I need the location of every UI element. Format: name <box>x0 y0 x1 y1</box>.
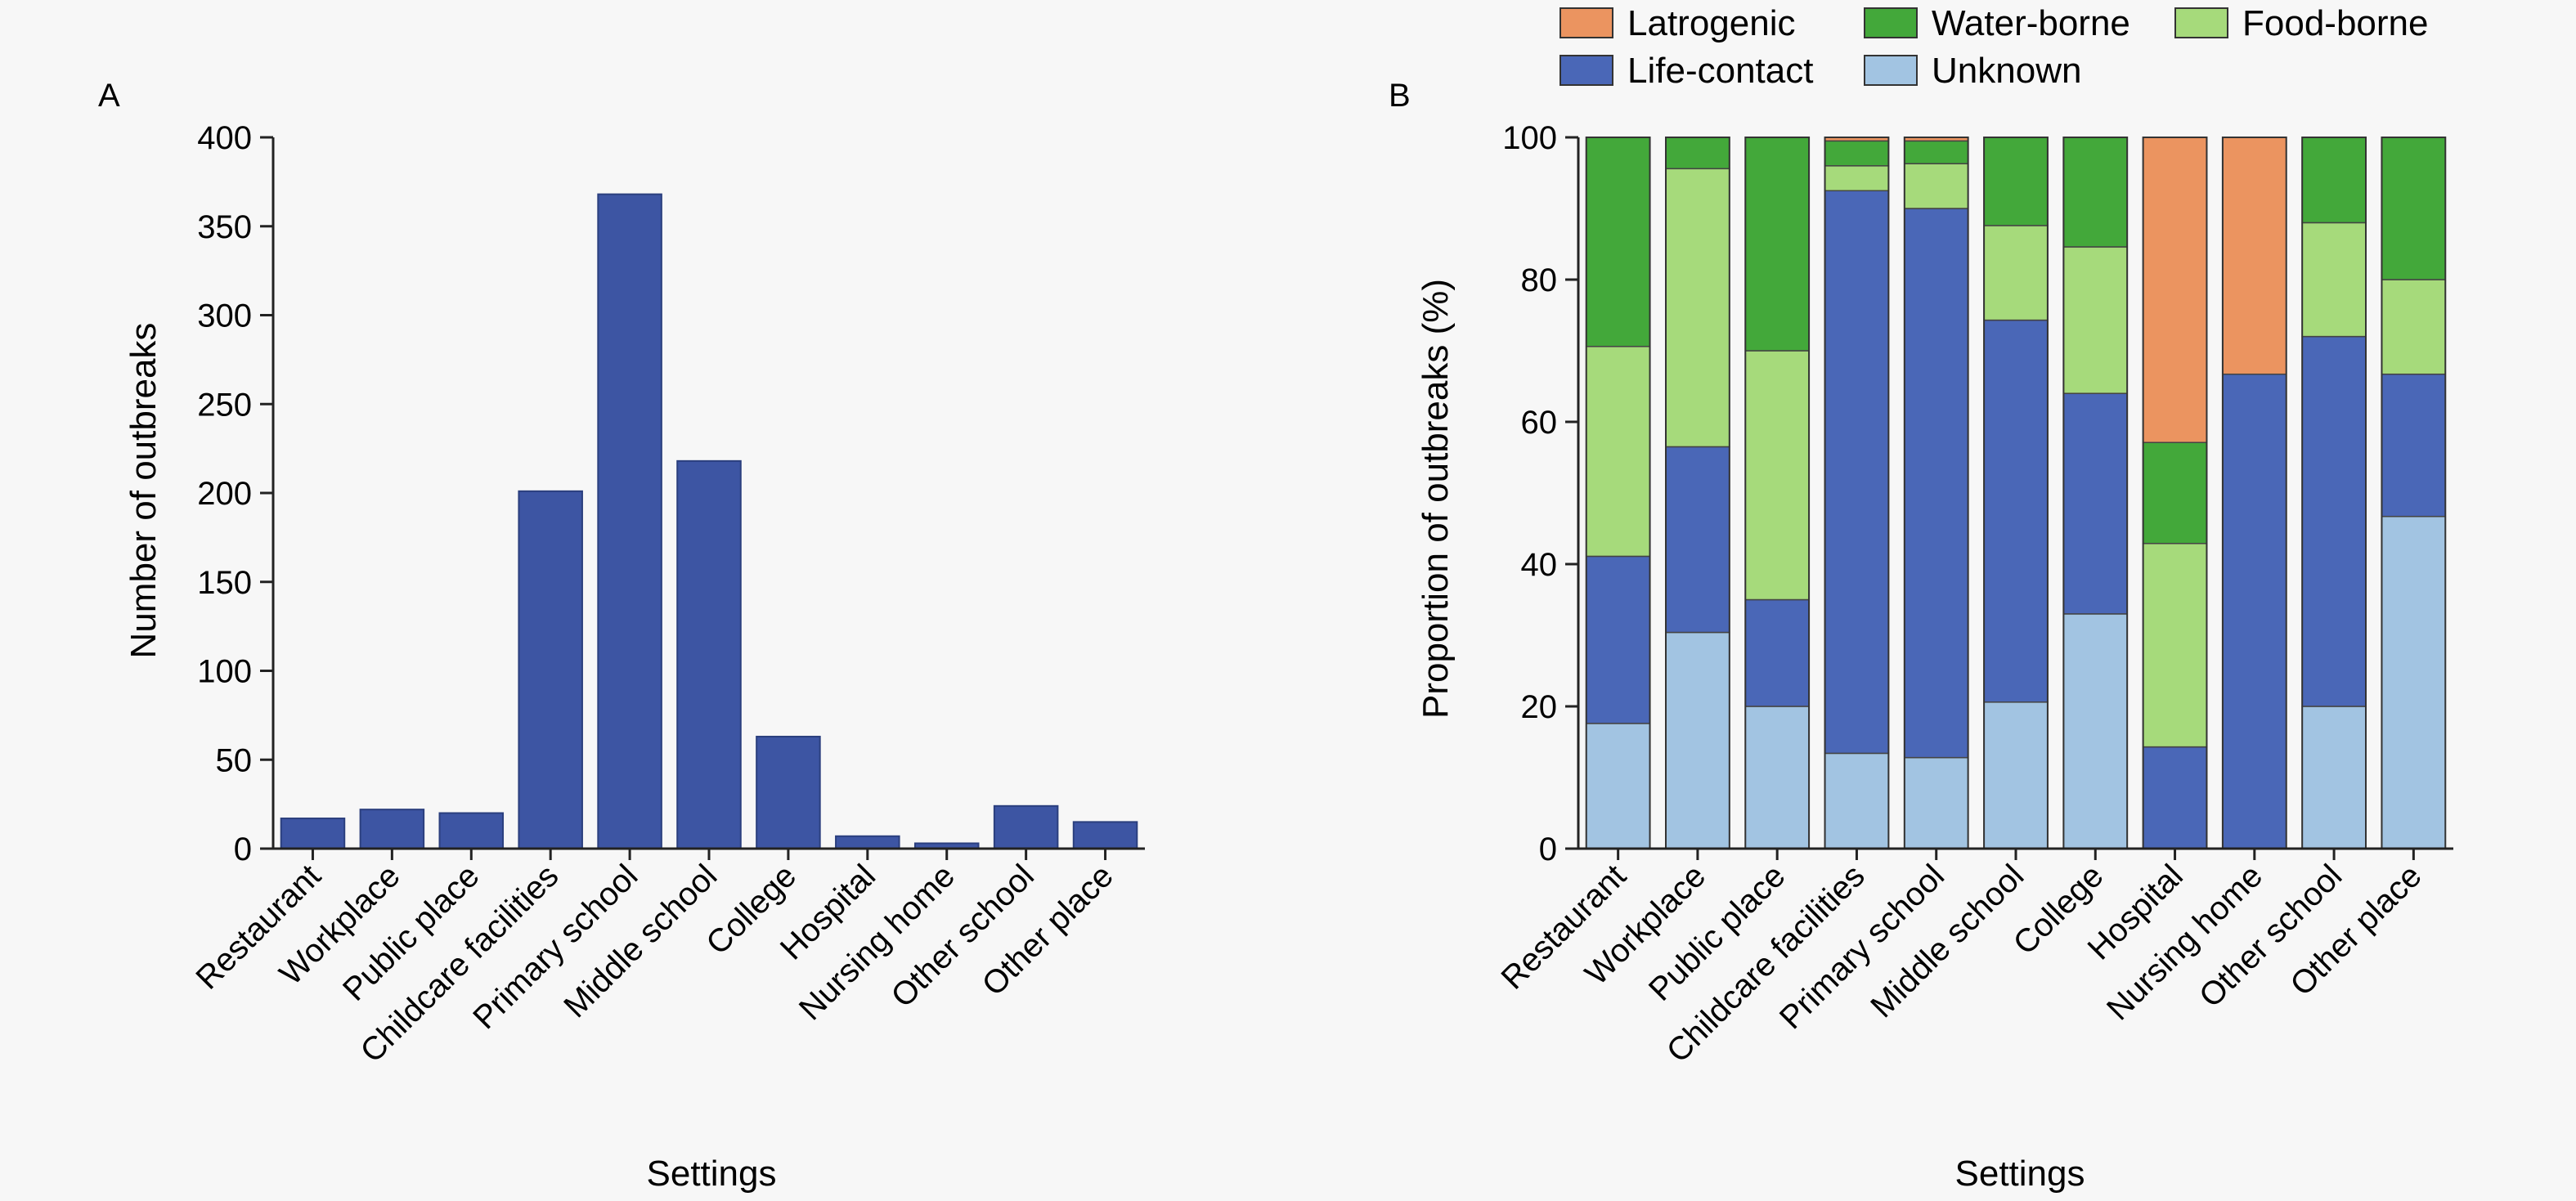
bar-segment-hospital-life-contact <box>2142 746 2208 849</box>
panel-b-y-tick-label-100: 100 <box>1502 120 1557 156</box>
panel-a-y-axis-title: Number of outbreaks <box>123 323 164 659</box>
bar-segment-other-place-life-contact <box>2381 373 2447 518</box>
panel-b-y-tick-label-0: 0 <box>1539 831 1557 867</box>
legend-label-latrogenic: Latrogenic <box>1627 3 1795 43</box>
bar-segment-workplace-unknown <box>1665 631 1730 849</box>
panel-a-y-tick-label-400: 400 <box>197 120 252 156</box>
bar-segment-college-food-borne <box>2062 246 2128 394</box>
bar-segment-other-school-food-borne <box>2301 222 2367 338</box>
bar-segment-primary-school-water-borne <box>1904 140 1969 164</box>
bar-segment-other-school-life-contact <box>2301 335 2367 707</box>
bar-college <box>756 735 821 849</box>
bar-segment-primary-school-food-borne <box>1904 163 1969 209</box>
panel-a-y-tick-label-200: 200 <box>197 476 252 512</box>
bar-segment-middle-school-life-contact <box>1983 319 2049 703</box>
legend-swatch-water-borne <box>1864 7 1918 38</box>
panel-a-y-tick-label-350: 350 <box>197 209 252 245</box>
legend-swatch-latrogenic <box>1560 7 1613 38</box>
bar-segment-public-place-water-borne <box>1744 137 1810 352</box>
legend-swatch-life-contact <box>1560 55 1613 86</box>
panel-a-x-axis-title: Settings <box>647 1154 777 1194</box>
bar-segment-public-place-unknown <box>1744 706 1810 849</box>
bar-restaurant <box>280 818 346 850</box>
bar-public-place <box>438 812 505 849</box>
panel-b-bars <box>1585 137 2447 849</box>
panel-b-legend: Latrogenic Water-borne Food-borne Life-cont… <box>1560 3 2428 91</box>
bar-hospital <box>835 835 900 850</box>
bar-segment-college-unknown <box>2062 613 2128 849</box>
panel-a-y-tick-label-250: 250 <box>197 387 252 423</box>
bar-segment-college-water-borne <box>2062 137 2128 248</box>
panel-b-stacked-bar-chart: B Latrogenic Water-borne Food-borne Life-co… <box>1389 3 2453 1194</box>
bar-other-place <box>1072 821 1138 849</box>
bar-segment-middle-school-water-borne <box>1983 137 2049 226</box>
bar-segment-other-place-food-borne <box>2381 279 2447 375</box>
legend-swatch-unknown <box>1864 55 1918 86</box>
panel-a-y-tick-label-50: 50 <box>216 742 253 778</box>
bar-segment-middle-school-food-borne <box>1983 225 2049 321</box>
bar-segment-restaurant-food-borne <box>1585 346 1651 558</box>
legend-label-life-contact: Life-contact <box>1627 51 1813 91</box>
bar-segment-workplace-food-borne <box>1665 168 1730 448</box>
panel-b-y-axis-title: Proportion of outbreaks (%) <box>1416 279 1456 719</box>
bar-segment-childcare-facilities-water-borne <box>1824 140 1890 167</box>
bar-segment-primary-school-unknown <box>1904 756 1969 849</box>
bar-segment-nursing-home-latrogenic <box>2222 137 2287 375</box>
bar-segment-childcare-facilities-unknown <box>1824 752 1890 849</box>
panel-b-y-tick-label-40: 40 <box>1521 547 1558 583</box>
bar-other-school <box>993 804 1059 849</box>
bar-segment-hospital-latrogenic <box>2142 137 2208 443</box>
bar-segment-restaurant-unknown <box>1585 723 1651 849</box>
bar-segment-other-school-water-borne <box>2301 137 2367 224</box>
panel-a-bar-chart: A 050100150200250300350400RestaurantWork… <box>98 78 1145 1194</box>
legend-label-food-borne: Food-borne <box>2242 3 2428 43</box>
bar-primary-school <box>597 193 662 850</box>
panel-a-y-tick-label-0: 0 <box>234 831 252 867</box>
bar-segment-middle-school-unknown <box>1983 701 2049 849</box>
bar-segment-workplace-life-contact <box>1665 446 1730 634</box>
legend-label-water-borne: Water-borne <box>1932 3 2130 43</box>
bar-segment-public-place-life-contact <box>1744 598 1810 707</box>
bar-childcare-facilities <box>518 490 583 849</box>
panel-a-y-tick-label-300: 300 <box>197 298 252 334</box>
bar-segment-childcare-facilities-food-borne <box>1824 165 1890 192</box>
bar-segment-restaurant-water-borne <box>1585 137 1651 347</box>
bar-middle-school <box>676 459 742 849</box>
panel-a-letter: A <box>98 78 120 114</box>
bar-segment-college-life-contact <box>2062 392 2128 615</box>
bar-segment-nursing-home-life-contact <box>2222 373 2287 849</box>
panel-a-y-tick-label-150: 150 <box>197 565 252 601</box>
panel-a-y-tick-label-100: 100 <box>197 654 252 690</box>
bar-segment-restaurant-life-contact <box>1585 555 1651 724</box>
bar-segment-workplace-water-borne <box>1665 137 1730 170</box>
panel-b-letter: B <box>1389 78 1411 114</box>
bar-segment-hospital-water-borne <box>2142 441 2208 544</box>
legend-swatch-food-borne <box>2174 7 2228 38</box>
legend-label-unknown: Unknown <box>1932 51 2081 91</box>
panel-b-y-tick-label-80: 80 <box>1521 262 1558 298</box>
panel-b-y-tick-label-60: 60 <box>1521 405 1558 441</box>
bar-segment-other-place-unknown <box>2381 515 2447 849</box>
bar-segment-primary-school-life-contact <box>1904 208 1969 759</box>
panel-a-bars <box>280 193 1138 850</box>
bar-segment-other-place-water-borne <box>2381 137 2447 280</box>
bar-segment-other-school-unknown <box>2301 706 2367 849</box>
panel-a-axes: 050100150200250300350400RestaurantWorkpl… <box>189 120 1145 1069</box>
panel-b-y-tick-label-20: 20 <box>1521 689 1558 725</box>
bar-segment-hospital-food-borne <box>2142 543 2208 748</box>
panel-b-x-axis-title: Settings <box>1955 1154 2085 1194</box>
bar-segment-childcare-facilities-life-contact <box>1824 190 1890 755</box>
bar-segment-public-place-food-borne <box>1744 350 1810 601</box>
bar-workplace <box>359 809 425 850</box>
